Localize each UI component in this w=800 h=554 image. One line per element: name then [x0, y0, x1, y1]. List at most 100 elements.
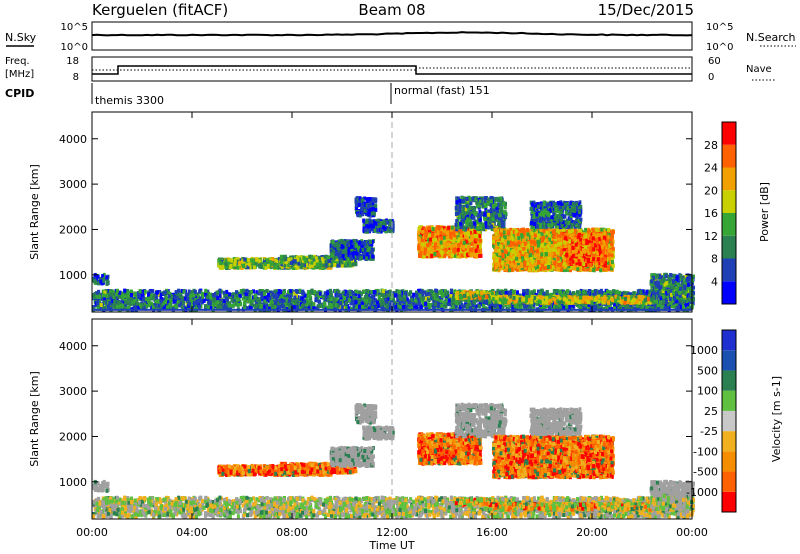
power-echo-cell: [314, 296, 318, 301]
power-echo-cell: [597, 289, 601, 294]
power-echo-cell: [309, 296, 313, 301]
power-echo-cell: [301, 303, 304, 308]
power-echo-cell: [279, 290, 283, 295]
power-echo-cell: [452, 302, 456, 307]
power-echo-cell: [141, 296, 145, 301]
power-echo-cell: [421, 296, 425, 301]
power-echo-cell: [123, 291, 127, 296]
power-echo-cell: [127, 297, 130, 302]
power-echo-cell: [388, 302, 392, 307]
power-echo-cell: [265, 289, 269, 293]
power-echo-cell: [415, 302, 419, 307]
power-echo-cell: [281, 304, 285, 309]
power-echo-cell: [254, 293, 258, 298]
power-echo-cell: [192, 293, 196, 298]
power-echo-cell: [134, 305, 137, 310]
power-echo-cell: [258, 297, 262, 302]
power-echo-cell: [403, 297, 407, 302]
power-echo-cell: [353, 292, 357, 297]
power-echo-cell: [354, 289, 358, 294]
power-echo-cell: [383, 289, 387, 294]
power-echo-cell: [294, 299, 298, 304]
power-echo-cell: [368, 297, 372, 302]
power-echo-cell: [278, 305, 282, 310]
power-echo-cell: [174, 296, 178, 300]
power-echo-cell: [255, 300, 258, 305]
power-echo-cell: [115, 299, 118, 304]
station-title: Kerguelen (fitACF): [92, 1, 228, 19]
power-echo-cell: [343, 289, 347, 294]
power-echo-cell: [439, 299, 443, 304]
power-echo-cell: [206, 291, 210, 296]
power-echo-cell: [105, 300, 109, 305]
power-echo-cell: [482, 303, 486, 308]
power-echo-cell: [106, 304, 110, 309]
power-echo-cell: [636, 306, 640, 311]
power-echo-cell: [412, 302, 416, 306]
power-echo-cell: [597, 302, 601, 307]
power-echo-cell: [140, 293, 144, 298]
power-echo-cell: [235, 290, 238, 295]
power-echo-cell: [199, 299, 203, 304]
power-echo-cell: [211, 293, 215, 297]
power-echo-cell: [157, 303, 161, 308]
power-echo-cell: [263, 304, 267, 309]
power-echo-cell: [323, 291, 327, 296]
power-echo-cell: [420, 289, 424, 294]
power-echo-cell: [441, 292, 445, 297]
noise-right-tick-top: 10^5: [706, 22, 733, 33]
power-echo-cell: [428, 305, 432, 310]
power-echo-cell: [271, 292, 274, 297]
power-echo-cell: [632, 306, 636, 311]
power-echo-cell: [682, 305, 685, 310]
power-echo-cell: [643, 303, 647, 308]
power-echo-cell: [365, 289, 369, 294]
power-echo-cell: [399, 297, 403, 301]
power-echo-cell: [140, 306, 144, 311]
power-echo-cell: [223, 294, 227, 299]
power-echo-cell: [147, 303, 151, 308]
power-echo-cell: [92, 305, 96, 309]
power-echo-cell: [464, 298, 468, 303]
power-echo-cell: [318, 304, 322, 308]
power-echo-cell: [367, 289, 371, 294]
power-echo-cell: [408, 292, 412, 297]
power-echo-cell: [357, 294, 361, 299]
power-echo-cell: [675, 302, 679, 307]
power-echo-cell: [402, 295, 406, 299]
power-echo-cell: [217, 303, 220, 307]
power-echo-cell: [607, 306, 611, 311]
power-echo-cell: [528, 291, 532, 296]
power-echo-cell: [449, 291, 453, 296]
power-echo-cell: [249, 290, 253, 295]
power-echo-cell: [376, 300, 379, 305]
power-echo-cell: [418, 299, 422, 304]
power-echo-cell: [259, 303, 263, 308]
power-echo-cell: [419, 305, 423, 310]
power-echo-cell: [188, 301, 191, 306]
power-echo-cell: [289, 289, 293, 294]
power-echo-cell: [110, 292, 114, 297]
power-echo-cell: [198, 289, 202, 294]
power-echo-cell: [274, 306, 278, 311]
power-echo-cell: [305, 294, 309, 299]
power-echo-cell: [191, 301, 195, 306]
power-echo-cell: [553, 304, 556, 309]
power-echo-cell: [417, 301, 421, 306]
power-echo-cell: [267, 292, 271, 297]
power-echo-cell: [235, 297, 239, 302]
power-echo-cell: [275, 293, 279, 298]
power-echo-cell: [366, 306, 369, 311]
power-echo-cell: [111, 296, 115, 301]
power-echo-cell: [252, 289, 255, 294]
power-echo-cell: [243, 294, 247, 299]
power-echo-cell: [666, 302, 670, 307]
power-echo-cell: [114, 292, 118, 297]
power-echo-cell: [502, 292, 506, 297]
power-echo-cell: [330, 300, 334, 305]
power-echo-cell: [467, 303, 471, 308]
power-echo-cell: [481, 301, 485, 305]
nave-tick-bottom: 0: [708, 72, 714, 83]
power-echo-cell: [606, 289, 610, 294]
power-echo-cell: [298, 289, 302, 294]
